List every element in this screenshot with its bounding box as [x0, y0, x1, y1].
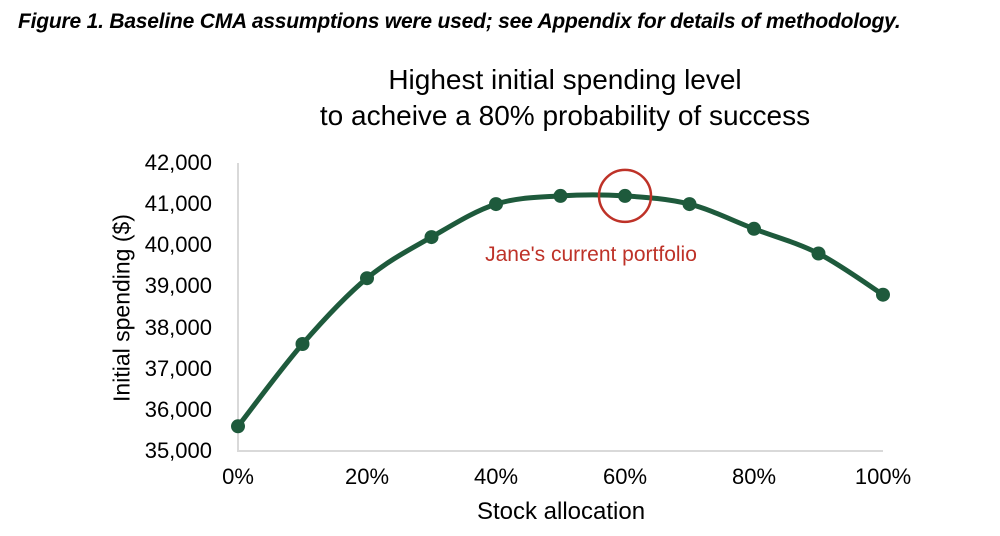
data-point-marker: [231, 419, 245, 434]
annotation-label: Jane's current portfolio: [485, 243, 697, 266]
data-point-marker: [489, 197, 503, 212]
y-tick-label: 41,000: [144, 191, 212, 217]
y-tick-label: 40,000: [144, 232, 212, 258]
x-tick-label: 60%: [602, 464, 648, 489]
highlight-circle: [597, 168, 653, 224]
figure-caption: Figure 1. Baseline CMA assumptions were …: [18, 10, 901, 33]
x-tick-label: 0%: [222, 464, 254, 489]
data-point-marker: [876, 287, 890, 302]
series-line: [235, 192, 886, 429]
data-point-marker: [360, 271, 374, 286]
y-tick-label: 36,000: [144, 396, 212, 422]
data-point-marker: [811, 246, 826, 261]
data-point-marker: [295, 337, 310, 351]
y-tick-label: 42,000: [144, 150, 212, 175]
data-point-marker: [747, 221, 761, 236]
y-tick-label: 39,000: [144, 273, 212, 299]
y-axis-tick-labels: 35,000 36,000 37,000 38,000 39,000 40,000 41,0…: [0, 0, 212, 536]
chart-title: Highest initial spending level to acheiv…: [165, 62, 965, 134]
x-tick-label: 80%: [731, 464, 777, 489]
data-point-marker: [682, 197, 697, 212]
x-tick-label: 20%: [344, 464, 390, 489]
x-tick-label: 40%: [473, 464, 519, 489]
chart-title-line2: to acheive a 80% probability of success: [319, 100, 811, 131]
x-axis-title: Stock allocation: [476, 498, 646, 525]
chart-title-line1: Highest initial spending level: [388, 64, 742, 95]
y-tick-label: 38,000: [144, 314, 212, 340]
y-tick-label: 37,000: [144, 355, 212, 381]
y-tick-label: 35,000: [144, 438, 212, 463]
x-tick-label: 100%: [854, 464, 912, 489]
data-point-marker: [618, 188, 632, 203]
data-point-marker: [424, 230, 439, 245]
data-point-marker: [553, 188, 568, 203]
